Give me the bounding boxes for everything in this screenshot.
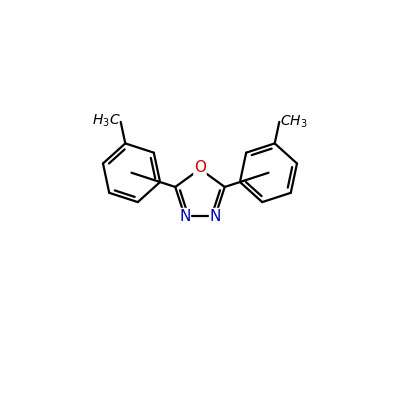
Text: O: O bbox=[194, 160, 206, 176]
Text: $CH_3$: $CH_3$ bbox=[280, 114, 308, 130]
Text: N: N bbox=[210, 208, 221, 224]
Text: N: N bbox=[179, 208, 190, 224]
Text: $H_3C$: $H_3C$ bbox=[92, 113, 121, 129]
